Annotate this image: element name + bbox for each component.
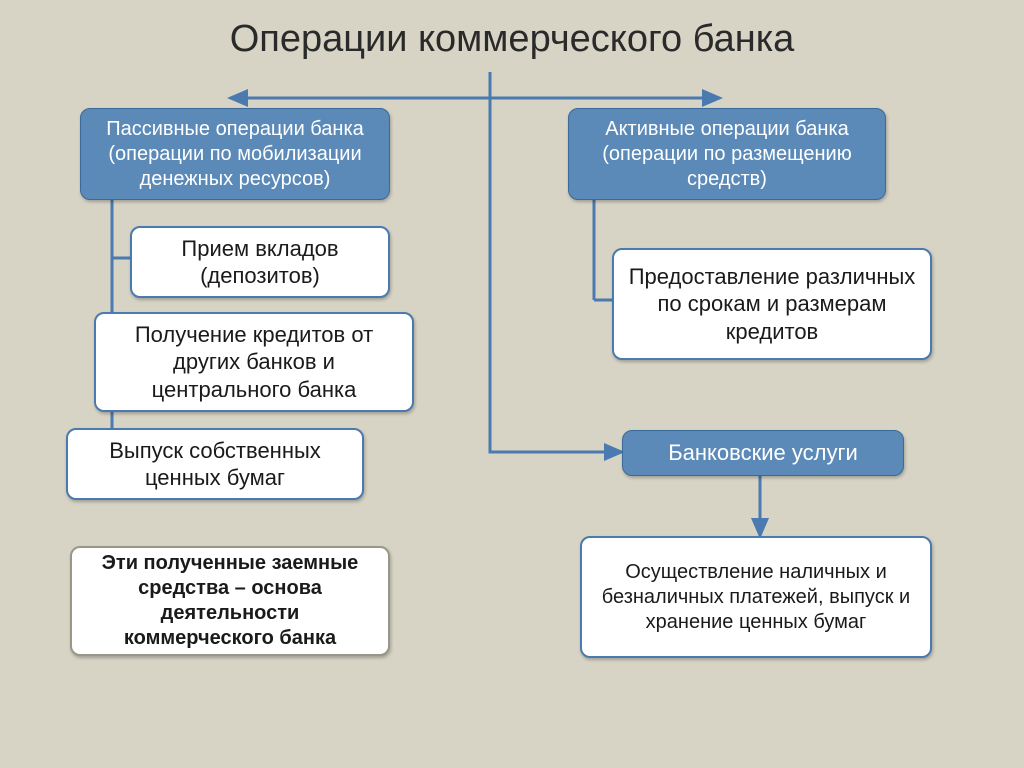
diagram-title: Операции коммерческого банка <box>0 18 1024 61</box>
deposits-box: Прием вкладов (депозитов) <box>130 226 390 298</box>
payments-box: Осуществление наличных и безналичных пла… <box>580 536 932 658</box>
bank-services-text: Банковские услуги <box>668 439 858 467</box>
lending-box: Предоставление различных по срокам и раз… <box>612 248 932 360</box>
bank-services-box: Банковские услуги <box>622 430 904 476</box>
passive-operations-text: Пассивные операции банка (операции по мо… <box>95 117 375 192</box>
securities-text: Выпуск собственных ценных бумаг <box>82 437 348 492</box>
lending-text: Предоставление различных по срокам и раз… <box>628 263 916 346</box>
securities-box: Выпуск собственных ценных бумаг <box>66 428 364 500</box>
borrowed-means-box: Эти полученные заемные средства – основа… <box>70 546 390 656</box>
interbank-credits-text: Получение кредитов от других банков и це… <box>110 321 398 404</box>
payments-text: Осуществление наличных и безналичных пла… <box>596 560 916 635</box>
active-operations-text: Активные операции банка (операции по раз… <box>583 117 871 192</box>
interbank-credits-box: Получение кредитов от других банков и це… <box>94 312 414 412</box>
deposits-text: Прием вкладов (депозитов) <box>146 235 374 290</box>
passive-operations-box: Пассивные операции банка (операции по мо… <box>80 108 390 200</box>
active-operations-box: Активные операции банка (операции по раз… <box>568 108 886 200</box>
borrowed-means-text: Эти полученные заемные средства – основа… <box>86 551 374 651</box>
